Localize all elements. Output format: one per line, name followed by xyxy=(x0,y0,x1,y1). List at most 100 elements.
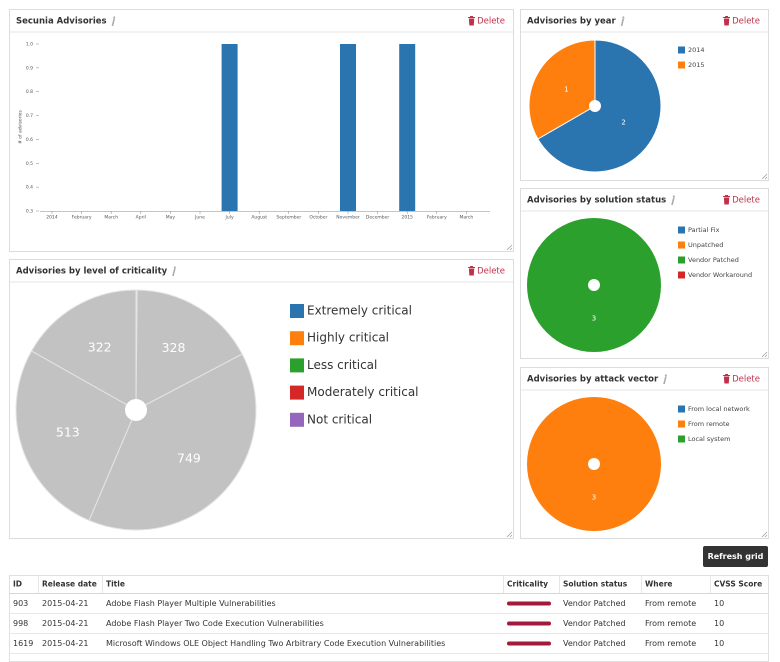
table-cell[interactable]: Microsoft Windows OLE Object Handling Tw… xyxy=(106,639,445,648)
column-header[interactable]: Criticality xyxy=(507,580,548,589)
pie-hole xyxy=(589,100,601,112)
legend-label[interactable]: From remote xyxy=(688,420,730,428)
column-header[interactable]: Where xyxy=(645,580,672,589)
refresh-button[interactable] xyxy=(703,546,768,567)
legend-label[interactable]: 2014 xyxy=(688,46,705,54)
delete-button[interactable]: Delete xyxy=(732,196,760,206)
table-cell[interactable]: Vendor Patched xyxy=(563,619,626,628)
legend-swatch[interactable] xyxy=(678,46,685,54)
legend-label[interactable]: Moderately critical xyxy=(307,385,419,399)
y-axis-label: # of advisories xyxy=(18,109,24,143)
x-tick-label: March xyxy=(460,215,474,221)
pie-slice xyxy=(135,289,243,411)
y-tick-label: 0.8 xyxy=(26,89,33,95)
delete-button[interactable]: Delete xyxy=(477,17,505,27)
pie-hole xyxy=(588,458,600,470)
table-cell[interactable]: 998 xyxy=(13,619,28,628)
panel-title: Secunia Advisories xyxy=(16,17,107,27)
bar xyxy=(340,44,356,211)
bar xyxy=(399,44,416,211)
x-tick-label: July xyxy=(225,215,234,221)
table-cell[interactable]: From remote xyxy=(645,639,696,648)
table-cell[interactable]: 903 xyxy=(13,599,28,608)
delete-button[interactable]: Delete xyxy=(477,267,505,277)
table-cell[interactable]: 2015-04-21 xyxy=(42,619,89,628)
legend-swatch[interactable] xyxy=(678,405,685,413)
legend-label[interactable]: Vendor Patched xyxy=(688,256,739,264)
legend-swatch[interactable] xyxy=(678,420,685,428)
legend-label[interactable]: Extremely critical xyxy=(307,304,412,318)
legend-label[interactable]: From local network xyxy=(688,405,750,413)
x-tick-label: November xyxy=(336,215,360,221)
table-cell[interactable]: Vendor Patched xyxy=(563,599,626,608)
pie-hole xyxy=(125,399,147,421)
legend-swatch[interactable] xyxy=(290,412,304,427)
resize-handle xyxy=(506,531,513,538)
resize-handle xyxy=(506,244,513,251)
x-tick-label: October xyxy=(309,215,327,221)
legend-swatch[interactable] xyxy=(678,435,685,443)
legend-swatch[interactable] xyxy=(290,358,304,373)
column-header[interactable]: CVSS Score xyxy=(714,580,762,589)
legend-swatch[interactable] xyxy=(678,241,685,249)
legend-label[interactable]: Highly critical xyxy=(307,331,389,345)
x-tick-label: April xyxy=(136,215,146,221)
legend-swatch[interactable] xyxy=(678,256,685,264)
x-tick-label: February xyxy=(427,215,447,221)
y-tick-label: 0.9 xyxy=(26,65,33,71)
legend-label[interactable]: 2015 xyxy=(688,61,705,69)
legend-swatch[interactable] xyxy=(678,226,685,234)
column-header[interactable]: Title xyxy=(106,580,125,589)
trash-icon[interactable] xyxy=(723,195,731,205)
delete-button[interactable]: Delete xyxy=(732,17,760,27)
pie-hole xyxy=(588,279,600,291)
column-header[interactable]: Solution status xyxy=(563,580,628,589)
legend-swatch[interactable] xyxy=(290,385,304,400)
criticality-bar xyxy=(507,641,551,646)
x-tick-label: December xyxy=(366,215,389,221)
legend-label[interactable]: Partial Fix xyxy=(688,226,720,234)
info-icon xyxy=(111,16,116,26)
table-cell[interactable]: 2015-04-21 xyxy=(42,639,89,648)
table-cell[interactable]: 10 xyxy=(714,599,724,608)
trash-icon[interactable] xyxy=(723,374,731,384)
panel-title: Advisories by solution status xyxy=(527,196,666,206)
delete-button[interactable]: Delete xyxy=(732,375,760,385)
table-cell[interactable]: Adobe Flash Player Two Code Execution Vu… xyxy=(106,619,324,628)
legend-swatch[interactable] xyxy=(290,331,304,346)
slice-label: 1 xyxy=(564,86,568,94)
legend-label[interactable]: Local system xyxy=(688,435,730,443)
y-tick-label: 0.6 xyxy=(26,137,33,143)
pie-slice xyxy=(528,39,596,140)
column-header[interactable]: Release date xyxy=(42,580,97,589)
table-cell[interactable]: 1619 xyxy=(13,639,33,648)
legend-label[interactable]: Unpatched xyxy=(688,241,723,249)
trash-icon[interactable] xyxy=(723,16,731,26)
legend-swatch[interactable] xyxy=(678,271,685,279)
legend-label[interactable]: Less critical xyxy=(307,358,377,372)
slice-label: 749 xyxy=(177,450,201,465)
resize-handle xyxy=(761,531,768,538)
trash-icon[interactable] xyxy=(468,16,476,26)
slice-label: 3 xyxy=(592,494,596,502)
legend-label[interactable]: Vendor Workaround xyxy=(688,271,752,279)
trash-icon[interactable] xyxy=(468,266,476,276)
legend-swatch[interactable] xyxy=(678,61,685,69)
table-cell[interactable]: From remote xyxy=(645,619,696,628)
criticality-bar xyxy=(507,601,551,606)
table-cell[interactable]: 10 xyxy=(714,619,724,628)
refresh-button-label[interactable]: Refresh grid xyxy=(708,552,764,561)
table-cell[interactable]: Vendor Patched xyxy=(563,639,626,648)
table-cell[interactable]: 2015-04-21 xyxy=(42,599,89,608)
slice-label: 513 xyxy=(56,425,80,440)
table-cell[interactable]: Adobe Flash Player Multiple Vulnerabilit… xyxy=(106,599,276,608)
table-cell[interactable]: From remote xyxy=(645,599,696,608)
x-tick-label: 2014 xyxy=(46,215,58,221)
info-icon xyxy=(663,374,667,384)
table-cell[interactable]: 10 xyxy=(714,639,724,648)
legend-swatch[interactable] xyxy=(290,304,304,318)
legend-label[interactable]: Not critical xyxy=(307,412,372,426)
column-header[interactable]: ID xyxy=(13,580,22,589)
x-tick-label: 2015 xyxy=(401,215,413,221)
